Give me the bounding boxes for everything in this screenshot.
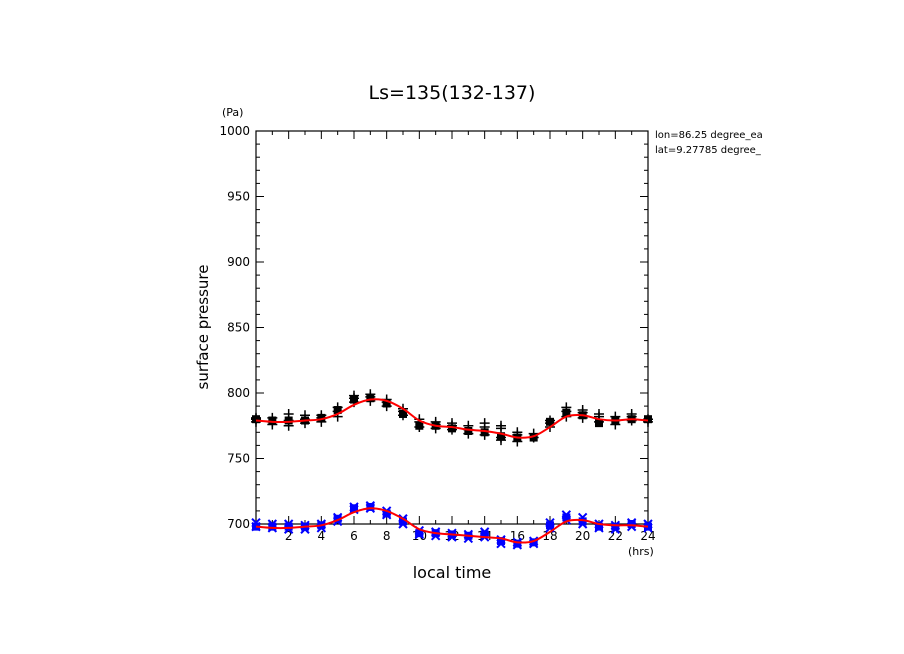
y-tick-label: 850 <box>227 321 250 335</box>
x-tick-label: 22 <box>608 529 623 543</box>
x-tick-label: 18 <box>542 529 557 543</box>
y-tick-label: 700 <box>227 517 250 531</box>
data-point-square <box>333 406 342 415</box>
y-unit-label: (Pa) <box>222 106 243 119</box>
data-point-square <box>284 416 293 425</box>
data-point-square <box>464 426 473 435</box>
data-point-square <box>317 413 326 422</box>
data-point-square <box>415 421 424 430</box>
plot-frame <box>255 130 649 525</box>
y-tick-label: 950 <box>227 190 250 204</box>
x-tick-label: 2 <box>285 529 293 543</box>
data-point-square <box>382 509 391 518</box>
data-point-square <box>268 522 277 531</box>
x-tick-label: 20 <box>575 529 590 543</box>
data-point-square <box>546 521 554 530</box>
data-point-square <box>399 517 407 526</box>
data-point-square <box>627 520 636 528</box>
data-point-square <box>595 419 603 428</box>
data-point-square <box>529 538 538 547</box>
data-point-square <box>644 415 652 424</box>
data-point-square <box>333 514 342 523</box>
data-point-square <box>480 428 489 437</box>
x-tick-label: 6 <box>350 529 358 543</box>
data-point-square <box>595 522 603 531</box>
chart-title: Ls=135(132-137) <box>369 82 536 104</box>
data-point-square <box>562 513 571 522</box>
data-point-square <box>497 537 505 546</box>
data-point-square <box>366 502 375 511</box>
data-point-square <box>529 433 538 442</box>
annotation-lat: lat=9.27785 degree_ <box>655 145 762 156</box>
data-point-square <box>562 408 571 417</box>
annotation-lon: lon=86.25 degree_ea <box>655 130 763 141</box>
x-tick-label: 4 <box>318 529 326 543</box>
series-line-4 <box>255 398 649 439</box>
data-point-square <box>399 409 407 418</box>
data-point-square <box>350 504 358 513</box>
data-point-plus <box>594 408 604 419</box>
data-point-square <box>382 399 391 408</box>
x-tick-label: 24 <box>640 529 655 543</box>
data-point-square <box>497 432 505 441</box>
data-point-square <box>578 517 587 526</box>
x-unit-label: (hrs) <box>628 545 654 558</box>
x-axis-label: local time <box>413 563 492 582</box>
y-tick-label: 750 <box>227 452 250 466</box>
plot-area: 2468101214161820222470075080085090095010… <box>219 124 656 550</box>
data-point-square <box>546 417 554 426</box>
data-point-plus <box>479 418 490 429</box>
y-tick-label: 1000 <box>219 124 250 138</box>
data-point-square <box>448 424 456 433</box>
y-axis-label: surface pressure <box>194 265 212 390</box>
data-point-square <box>366 394 375 403</box>
data-point-square <box>350 395 358 404</box>
data-point-square <box>252 415 260 424</box>
data-point-square <box>284 522 293 531</box>
data-point-plus <box>496 420 506 431</box>
data-point-square <box>480 530 489 539</box>
x-tick-label: 8 <box>383 529 391 543</box>
data-point-square <box>513 539 522 548</box>
data-point-square <box>252 522 260 531</box>
y-tick-label: 800 <box>227 386 250 400</box>
data-point-square <box>268 416 277 425</box>
series-line-5 <box>255 507 649 544</box>
data-point-square <box>415 529 424 538</box>
y-tick-label: 900 <box>227 255 250 269</box>
data-point-square <box>611 522 620 531</box>
